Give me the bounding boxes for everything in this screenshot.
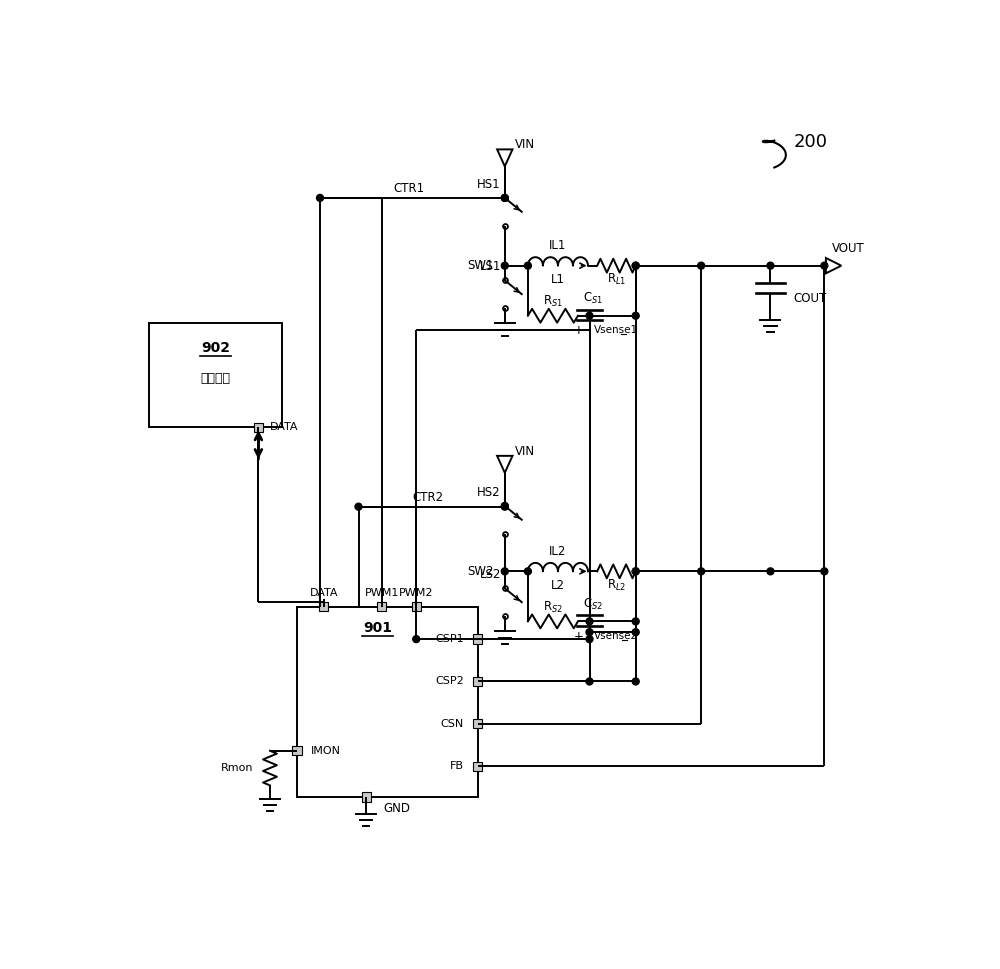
Text: CTR2: CTR2: [412, 491, 443, 504]
Text: CTR1: CTR1: [393, 182, 424, 195]
Text: C$_{S1}$: C$_{S1}$: [583, 292, 603, 306]
Circle shape: [586, 636, 593, 642]
Circle shape: [501, 195, 508, 202]
Text: LS2: LS2: [480, 568, 501, 581]
Text: CSP1: CSP1: [435, 634, 464, 644]
Circle shape: [632, 568, 639, 575]
Circle shape: [501, 503, 508, 510]
Text: CSN: CSN: [441, 719, 464, 729]
Bar: [254, 422, 263, 432]
Text: 200: 200: [794, 134, 828, 151]
Circle shape: [698, 568, 705, 575]
Text: +: +: [573, 324, 583, 337]
Text: R$_{S2}$: R$_{S2}$: [543, 600, 563, 615]
Circle shape: [632, 618, 639, 625]
Bar: [412, 602, 421, 611]
Text: C$_{S2}$: C$_{S2}$: [583, 597, 603, 612]
Circle shape: [413, 636, 420, 642]
Text: 微处理器: 微处理器: [200, 372, 230, 386]
Circle shape: [632, 312, 639, 319]
Text: L2: L2: [551, 578, 565, 592]
Circle shape: [632, 678, 639, 685]
Text: HS1: HS1: [477, 177, 501, 191]
Circle shape: [632, 568, 639, 575]
Circle shape: [586, 312, 593, 319]
Circle shape: [355, 503, 362, 510]
Circle shape: [632, 629, 639, 636]
Bar: [297, 607, 478, 797]
Circle shape: [767, 568, 774, 575]
Bar: [149, 324, 282, 427]
Text: IL1: IL1: [549, 239, 567, 252]
Text: FB: FB: [450, 762, 464, 771]
Circle shape: [501, 195, 508, 202]
Circle shape: [821, 568, 828, 575]
Circle shape: [501, 263, 508, 269]
Circle shape: [767, 263, 774, 269]
Text: Vsense2: Vsense2: [594, 631, 638, 641]
Text: CSP2: CSP2: [435, 676, 464, 686]
Circle shape: [524, 568, 531, 575]
Text: VIN: VIN: [515, 139, 535, 151]
Bar: [473, 635, 482, 643]
Bar: [319, 602, 328, 611]
Circle shape: [586, 629, 593, 636]
Circle shape: [698, 263, 705, 269]
Text: 901: 901: [363, 621, 392, 636]
Bar: [292, 746, 302, 756]
Bar: [377, 602, 386, 611]
Text: HS2: HS2: [477, 485, 501, 498]
Text: +: +: [573, 630, 583, 642]
Text: SW1: SW1: [467, 259, 493, 272]
Circle shape: [317, 195, 323, 202]
Text: SW2: SW2: [467, 565, 493, 578]
Circle shape: [586, 618, 593, 625]
Text: R$_{L2}$: R$_{L2}$: [607, 578, 626, 593]
Circle shape: [501, 568, 508, 575]
Circle shape: [821, 263, 828, 269]
Text: 902: 902: [201, 341, 230, 355]
Text: R$_{S1}$: R$_{S1}$: [543, 295, 563, 309]
Bar: [473, 719, 482, 729]
Text: COUT: COUT: [794, 292, 827, 304]
Text: LS1: LS1: [480, 260, 501, 273]
Bar: [473, 676, 482, 686]
Text: GND: GND: [383, 802, 410, 815]
Text: VIN: VIN: [515, 445, 535, 457]
Circle shape: [501, 503, 508, 510]
Text: DATA: DATA: [270, 422, 298, 432]
Bar: [362, 793, 371, 801]
Circle shape: [632, 263, 639, 269]
Text: L1: L1: [551, 273, 565, 286]
Text: Vsense1: Vsense1: [594, 326, 638, 335]
Text: PWM2: PWM2: [399, 588, 434, 598]
Circle shape: [524, 263, 531, 269]
Text: PWM1: PWM1: [364, 588, 399, 598]
Circle shape: [586, 678, 593, 685]
Text: VOUT: VOUT: [832, 242, 865, 255]
Text: IMON: IMON: [311, 746, 341, 756]
Circle shape: [632, 263, 639, 269]
Text: DATA: DATA: [310, 588, 338, 598]
Text: R$_{L1}$: R$_{L1}$: [607, 272, 626, 287]
Text: IL2: IL2: [549, 545, 567, 558]
Bar: [473, 762, 482, 770]
Text: Rmon: Rmon: [221, 763, 253, 772]
